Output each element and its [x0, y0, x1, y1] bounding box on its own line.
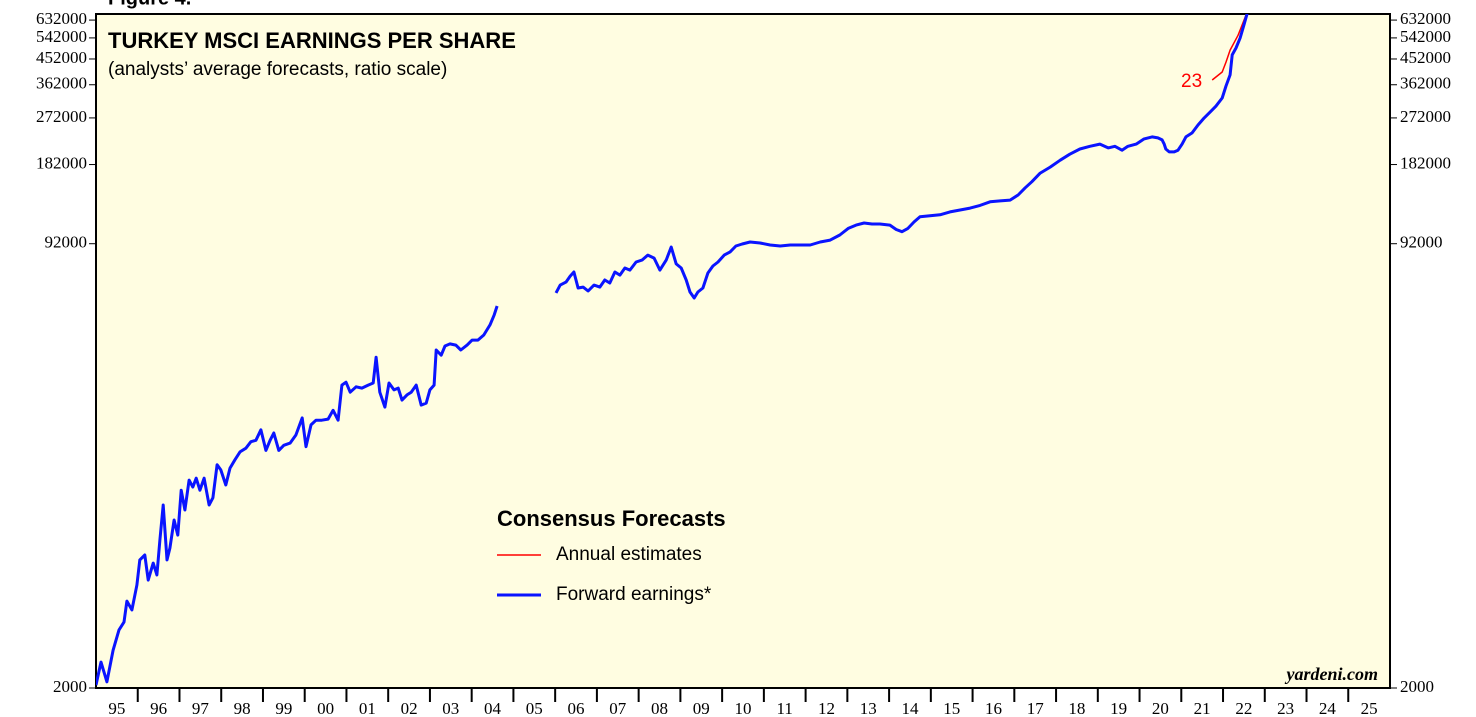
- y-tick-label-right: 452000: [1400, 48, 1451, 67]
- legend-label: Annual estimates: [556, 544, 702, 565]
- source: yardeni.com: [1285, 664, 1379, 684]
- x-tick-label: 19: [1110, 699, 1127, 717]
- legend-title: Consensus Forecasts: [497, 506, 726, 531]
- x-tick-label: 17: [1027, 699, 1045, 717]
- plot-area: [95, 13, 1391, 689]
- x-tick-label: 14: [901, 699, 919, 717]
- x-tick-label: 05: [526, 699, 543, 717]
- x-tick-label: 98: [234, 699, 251, 717]
- x-tick-label: 99: [275, 699, 292, 717]
- x-tick-label: 20: [1152, 699, 1169, 717]
- x-tick-label: 97: [192, 699, 210, 717]
- x-tick-label: 96: [150, 699, 167, 717]
- y-tick-label-right: 2000: [1400, 677, 1434, 696]
- chart-subtitle: (analysts’ average forecasts, ratio scal…: [108, 59, 447, 80]
- x-tick-label: 06: [568, 699, 585, 717]
- figure-label: Figure 4.: [108, 0, 191, 9]
- y-tick-label: 92000: [45, 233, 88, 252]
- y-tick-label: 362000: [36, 74, 87, 93]
- x-tick-label: 24: [1319, 699, 1337, 717]
- x-tick-label: 09: [693, 699, 710, 717]
- x-tick-label: 07: [609, 699, 627, 717]
- y-tick-label: 182000: [36, 153, 87, 172]
- x-tick-label: 15: [943, 699, 960, 717]
- y-tick-label-right: 272000: [1400, 107, 1451, 126]
- x-tick-label: 22: [1235, 699, 1252, 717]
- x-tick-label: 18: [1068, 699, 1085, 717]
- y-tick-label: 542000: [36, 27, 87, 46]
- x-tick-label: 10: [735, 699, 752, 717]
- y-tick-label: 632000: [36, 9, 87, 28]
- x-tick-label: 21: [1194, 699, 1211, 717]
- y-tick-label-right: 182000: [1400, 153, 1451, 172]
- annotation: 23: [1181, 71, 1202, 92]
- series-line: [96, 14, 1249, 686]
- y-tick-label-right: 92000: [1400, 233, 1443, 252]
- x-tick-label: 00: [317, 699, 334, 717]
- legend-label: Forward earnings*: [556, 584, 712, 605]
- x-tick-label: 16: [985, 699, 1002, 717]
- x-tick-label: 03: [442, 699, 459, 717]
- y-tick-label-right: 542000: [1400, 27, 1451, 46]
- x-tick-label: 02: [401, 699, 418, 717]
- x-tick-label: 12: [818, 699, 835, 717]
- x-tick-label: 01: [359, 699, 376, 717]
- y-tick-label-right: 362000: [1400, 74, 1451, 93]
- x-tick-label: 23: [1277, 699, 1294, 717]
- x-tick-label: 25: [1361, 699, 1378, 717]
- x-tick-label: 11: [777, 699, 793, 717]
- y-tick-label: 452000: [36, 48, 87, 67]
- x-tick-label: 08: [651, 699, 668, 717]
- x-tick-label: 13: [860, 699, 877, 717]
- x-tick-label: 04: [484, 699, 502, 717]
- y-tick-label: 272000: [36, 107, 87, 126]
- y-tick-label: 2000: [53, 677, 87, 696]
- lines: [96, 14, 1249, 686]
- x-tick-label: 95: [108, 699, 125, 717]
- chart-title: TURKEY MSCI EARNINGS PER SHARE: [108, 28, 516, 53]
- y-tick-label-right: 632000: [1400, 9, 1451, 28]
